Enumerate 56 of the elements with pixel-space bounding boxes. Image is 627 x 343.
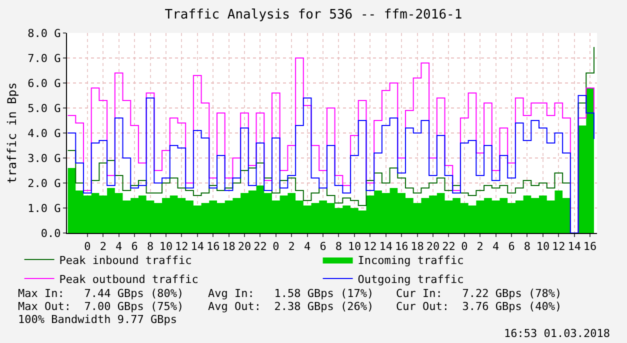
x-tick-label: 14	[190, 240, 204, 254]
x-tick-label: 14	[568, 240, 582, 254]
y-axis-title: traffic in Bps	[4, 82, 19, 184]
legend-label: Peak inbound traffic	[59, 254, 192, 267]
x-tick-label: 22	[442, 240, 456, 254]
x-tick-label: 16	[583, 240, 597, 254]
x-tick-label: 0	[84, 240, 91, 254]
x-tick-label: 8	[335, 240, 342, 254]
text: Avg Out: 2.38 GBps (26%)	[208, 300, 374, 313]
x-tick-label: 0	[461, 240, 468, 254]
x-tick-label: 6	[131, 240, 138, 254]
x-tick-label: 10	[536, 240, 550, 254]
legend-label: Outgoing traffic	[358, 272, 464, 286]
chart-title: Traffic Analysis for 536 -- ffm-2016-1	[164, 8, 462, 23]
x-tick-label: 16	[206, 240, 220, 254]
legend-label: Peak outbound traffic	[59, 272, 198, 286]
x-tick-label: 8	[524, 240, 531, 254]
x-tick-label: 4	[116, 240, 123, 254]
x-tick-label: 20	[426, 240, 440, 254]
y-tick-label: 2.0 G	[28, 176, 61, 190]
x-tick-label: 14	[379, 240, 393, 254]
y-tick-label: 7.0 G	[28, 52, 61, 65]
x-tick-label: 6	[320, 240, 326, 254]
text: Max In: 7.44 GBps (80%)	[18, 287, 184, 300]
x-tick-label: 10	[159, 240, 173, 254]
y-tick-label: 5.0 G	[28, 102, 61, 115]
y-tick-label: 6.0 G	[28, 76, 61, 90]
text: 100% Bandwidth 9.77 GBps	[18, 313, 177, 326]
x-tick-label: 22	[254, 240, 267, 254]
x-tick-label: 0	[272, 240, 280, 254]
y-tick-label: 8.0 G	[28, 26, 61, 40]
y-tick-label: 3.0 G	[28, 152, 61, 165]
x-tick-label: 4	[304, 240, 312, 254]
x-tick-label: 2	[100, 240, 106, 254]
y-tick-label: 4.0 G	[28, 126, 61, 140]
text: Avg In: 1.58 GBps (17%)	[208, 287, 374, 300]
x-tick-label: 18	[222, 240, 236, 254]
x-tick-label: 2	[476, 240, 484, 254]
y-tick-label: 1.0 G	[28, 202, 61, 215]
x-tick-label: 16	[394, 240, 408, 254]
x-tick-label: 12	[175, 240, 188, 254]
x-tick-label: 18	[410, 240, 424, 254]
x-tick-label: 8	[146, 240, 154, 254]
text: Cur In: 7.22 GBps (78%)	[396, 287, 562, 300]
y-tick-label: 0.0	[40, 226, 61, 240]
x-tick-label: 4	[492, 240, 500, 254]
x-tick-label: 12	[552, 240, 566, 254]
text: 16:53 01.03.2018	[504, 327, 610, 340]
text: Max Out: 7.00 GBps (75%)	[18, 300, 184, 313]
x-tick-label: 6	[508, 240, 515, 254]
text: Cur Out: 3.76 GBps (40%)	[396, 300, 562, 313]
x-tick-label: 2	[288, 240, 295, 254]
legend-label: Incoming traffic	[358, 254, 464, 267]
x-tick-label: 20	[238, 240, 252, 254]
x-tick-label: 10	[348, 240, 362, 254]
x-tick-label: 12	[364, 240, 377, 254]
